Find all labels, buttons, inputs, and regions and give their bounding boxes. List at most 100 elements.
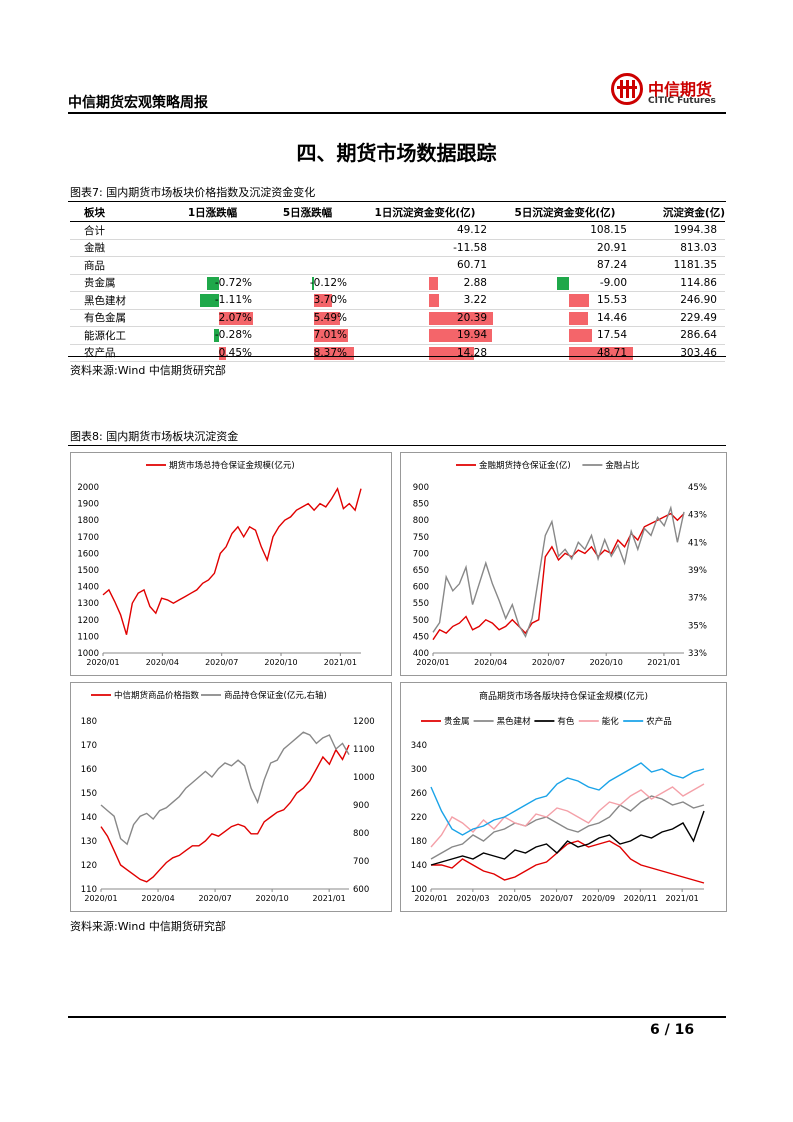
cell-text: 15.53 bbox=[596, 294, 627, 307]
cell-text: 813.03 bbox=[680, 241, 717, 254]
sector-table: 板块 1日涨跌幅 5日涨跌幅 1日沉淀资金变化(亿) 5日沉淀资金变化(亿) 沉… bbox=[70, 203, 725, 362]
citic-logo-icon bbox=[611, 73, 643, 105]
y2-tick-label: 1000 bbox=[353, 773, 375, 783]
chart-sector-margin: 商品期货市场各版块持仓保证金规模(亿元) 贵金属 黑色建材 有色 能化 农产品 340 300… bbox=[400, 682, 727, 912]
cell-text: 48.71 bbox=[596, 346, 627, 359]
y-tick-label: 1500 bbox=[77, 566, 99, 576]
y-tick-label: 1800 bbox=[77, 516, 99, 526]
x-tick-label: 2021/01 bbox=[666, 894, 699, 903]
cell-c5: 17.54 bbox=[495, 326, 635, 345]
cell-c5: 108.15 bbox=[495, 221, 635, 240]
cell-text: -11.58 bbox=[453, 241, 487, 254]
source-note-2: 资料来源:Wind 中信期货研究部 bbox=[70, 920, 226, 933]
cell-text: 5.49% bbox=[313, 311, 347, 324]
cell-c1: -11.58 bbox=[355, 239, 495, 257]
cell-d5 bbox=[260, 239, 355, 257]
y-tick-label: 850 bbox=[413, 500, 429, 510]
cell-c5: 15.53 bbox=[495, 291, 635, 310]
value-bar bbox=[557, 276, 569, 290]
x-tick-label: 2021/01 bbox=[324, 658, 357, 667]
x-tick-label: 2021/01 bbox=[647, 658, 680, 667]
cell-d1: -1.11% bbox=[165, 291, 260, 310]
cell-text: 20.39 bbox=[456, 311, 487, 324]
value-bar bbox=[429, 294, 440, 307]
cell-d1: -0.72% bbox=[165, 274, 260, 292]
value-bar bbox=[429, 311, 494, 325]
value-bar bbox=[569, 294, 590, 307]
cell-total: 229.49 bbox=[635, 309, 725, 327]
cell-c5: 87.24 bbox=[495, 256, 635, 275]
x-tick-label: 2020/10 bbox=[256, 894, 289, 903]
y2-tick-label: 900 bbox=[353, 801, 369, 811]
value-bar bbox=[218, 346, 227, 360]
y-tick-label: 450 bbox=[413, 632, 429, 642]
x-tick-label: 2020/04 bbox=[146, 658, 179, 667]
y-tick-label: 1600 bbox=[77, 549, 99, 559]
cell-d1: 2.07% bbox=[165, 309, 260, 327]
x-tick-label: 2020/07 bbox=[540, 894, 573, 903]
y2-tick-label: 600 bbox=[353, 885, 369, 895]
table-row: 金融 -11.58 20.91 813.03 bbox=[70, 239, 725, 257]
y-tick-label: 500 bbox=[413, 616, 429, 626]
x-tick-label: 2020/01 bbox=[416, 658, 449, 667]
x-tick-label: 2020/07 bbox=[198, 894, 231, 903]
y-tick-label: 340 bbox=[411, 741, 427, 751]
y-tick-label: 180 bbox=[81, 717, 97, 727]
cell-text: 7.01% bbox=[313, 329, 347, 342]
y-tick-label: 100 bbox=[411, 885, 427, 895]
header-1d-change: 1日涨跌幅 bbox=[165, 203, 260, 222]
chart-financial-margin: 金融期货持仓保证金(亿) 金融占比 900 850 800 750 700 650 600 550… bbox=[400, 452, 727, 676]
y2-tick-label: 700 bbox=[353, 857, 369, 867]
cell-d5: 7.01% bbox=[260, 326, 355, 345]
x-tick-label: 2020/01 bbox=[86, 658, 119, 667]
y2-tick-label: 39% bbox=[688, 566, 707, 576]
cell-total: 1994.38 bbox=[635, 221, 725, 240]
x-tick-label: 2021/01 bbox=[313, 894, 346, 903]
y-tick-label: 1100 bbox=[77, 632, 99, 642]
cell-c1: 60.71 bbox=[355, 256, 495, 275]
cell-sector: 商品 bbox=[70, 256, 165, 275]
cell-c1: 3.22 bbox=[355, 291, 495, 310]
series-line-2 bbox=[430, 810, 705, 866]
cell-d1 bbox=[165, 221, 260, 240]
value-bar bbox=[429, 329, 492, 342]
header-5d-fund: 5日沉淀资金变化(亿) bbox=[495, 203, 635, 222]
legend-label: 黑色建材 bbox=[497, 716, 532, 727]
series-line-0 bbox=[432, 512, 685, 641]
series-line-1 bbox=[100, 731, 350, 846]
y-tick-label: 150 bbox=[81, 789, 97, 799]
y-tick-label: 140 bbox=[411, 861, 427, 871]
chart-total-margin: 期货市场总持仓保证金规模(亿元) 2000 1900 1800 1700 1600 1500… bbox=[70, 452, 392, 676]
footer-rule bbox=[68, 1016, 726, 1018]
figure8-caption: 图表8: 国内期货市场板块沉淀资金 bbox=[70, 430, 239, 443]
cell-text: 108.15 bbox=[590, 224, 627, 237]
table-row: 有色金属 2.07% 5.49% 20.39 14.46 229.49 bbox=[70, 309, 725, 327]
series-line-3 bbox=[430, 783, 705, 848]
cell-text: 有色金属 bbox=[84, 312, 126, 325]
cell-c1: 14.28 bbox=[355, 344, 495, 362]
cell-d5 bbox=[260, 256, 355, 275]
series-line-0 bbox=[102, 486, 362, 635]
cell-text: 0.45% bbox=[218, 346, 252, 359]
y-tick-label: 140 bbox=[81, 813, 97, 823]
cell-sector: 贵金属 bbox=[70, 274, 165, 292]
section-title: 四、期货市场数据跟踪 bbox=[296, 141, 497, 165]
y-tick-label: 800 bbox=[413, 516, 429, 526]
x-tick-label: 2020/10 bbox=[264, 658, 297, 667]
cell-c5: -9.00 bbox=[495, 274, 635, 292]
y-tick-label: 170 bbox=[81, 741, 97, 751]
value-bar bbox=[311, 276, 314, 290]
cell-text: 农产品 bbox=[84, 347, 116, 360]
y-tick-label: 2000 bbox=[77, 483, 99, 493]
cell-d1 bbox=[165, 256, 260, 275]
figure7-caption: 图表7: 国内期货市场板块价格指数及沉淀资金变化 bbox=[70, 186, 316, 199]
cell-text: 303.46 bbox=[680, 346, 717, 359]
cell-d5: -0.12% bbox=[260, 274, 355, 292]
cell-total: 303.46 bbox=[635, 344, 725, 362]
legend-label: 期货市场总持仓保证金规模(亿元) bbox=[169, 460, 295, 471]
legend-label: 商品持仓保证金(亿元,右轴) bbox=[224, 690, 327, 701]
cell-text: 金融 bbox=[84, 242, 105, 255]
source-note-1: 资料来源:Wind 中信期货研究部 bbox=[70, 364, 226, 377]
cell-c1: 19.94 bbox=[355, 326, 495, 345]
y2-tick-label: 43% bbox=[688, 511, 707, 521]
